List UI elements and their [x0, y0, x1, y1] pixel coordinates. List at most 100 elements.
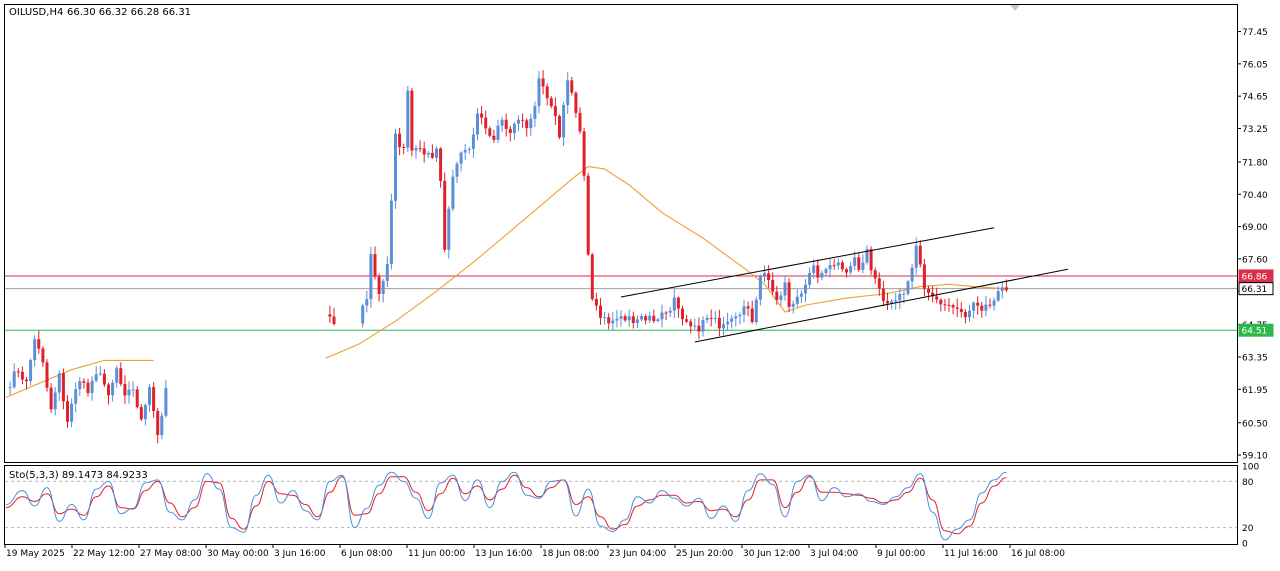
candle[interactable]	[1000, 281, 1004, 299]
candle[interactable]	[500, 116, 504, 132]
candle[interactable]	[824, 267, 828, 277]
candle[interactable]	[463, 144, 467, 160]
candle[interactable]	[750, 300, 754, 324]
candle[interactable]	[78, 376, 82, 397]
candle[interactable]	[37, 330, 41, 354]
candle[interactable]	[94, 365, 98, 383]
candle[interactable]	[82, 378, 86, 389]
candle[interactable]	[984, 295, 988, 317]
candle[interactable]	[33, 335, 37, 367]
trend-channel-line[interactable]	[694, 268, 1068, 343]
candle[interactable]	[881, 281, 885, 307]
candle[interactable]	[143, 403, 147, 426]
candle[interactable]	[693, 318, 697, 330]
candle[interactable]	[722, 316, 725, 336]
candle[interactable]	[361, 303, 365, 328]
candle[interactable]	[951, 303, 955, 315]
candle[interactable]	[41, 346, 45, 367]
candle[interactable]	[160, 412, 164, 440]
candle[interactable]	[791, 300, 795, 314]
candle[interactable]	[373, 246, 377, 280]
candle[interactable]	[549, 95, 553, 109]
candle[interactable]	[418, 140, 422, 153]
candle[interactable]	[996, 286, 1000, 303]
candle[interactable]	[471, 127, 475, 158]
candle[interactable]	[545, 83, 549, 106]
candle[interactable]	[496, 119, 500, 144]
candle[interactable]	[676, 296, 680, 318]
candle[interactable]	[66, 394, 69, 429]
candle[interactable]	[730, 314, 734, 329]
candle[interactable]	[611, 311, 615, 331]
candle[interactable]	[906, 279, 910, 296]
candle[interactable]	[922, 258, 926, 297]
candle[interactable]	[45, 358, 49, 392]
candle[interactable]	[517, 115, 520, 132]
candle[interactable]	[927, 286, 930, 301]
candle[interactable]	[447, 205, 451, 259]
candle[interactable]	[459, 151, 463, 172]
candle[interactable]	[705, 314, 709, 324]
candle[interactable]	[537, 70, 541, 114]
chart-shift-marker-icon[interactable]	[1010, 5, 1020, 11]
candle[interactable]	[648, 311, 652, 324]
candle[interactable]	[738, 312, 742, 325]
candle[interactable]	[689, 319, 693, 334]
candle[interactable]	[111, 379, 115, 402]
candle[interactable]	[594, 292, 598, 311]
candle[interactable]	[758, 274, 762, 306]
candle[interactable]	[12, 363, 16, 389]
candle[interactable]	[873, 267, 877, 285]
candle[interactable]	[783, 275, 787, 301]
candle[interactable]	[29, 358, 33, 386]
candle[interactable]	[369, 246, 373, 308]
candle[interactable]	[914, 237, 918, 275]
candle[interactable]	[435, 146, 438, 163]
candle[interactable]	[976, 296, 980, 315]
candle[interactable]	[492, 129, 496, 143]
candle[interactable]	[734, 312, 738, 327]
candle[interactable]	[701, 316, 705, 337]
candle[interactable]	[918, 240, 922, 268]
candle[interactable]	[406, 85, 410, 152]
candle[interactable]	[107, 382, 110, 405]
candle[interactable]	[709, 309, 713, 327]
candle[interactable]	[508, 125, 512, 142]
candle[interactable]	[148, 384, 151, 413]
candle[interactable]	[804, 279, 807, 303]
trend-channel-line[interactable]	[620, 227, 995, 298]
candle[interactable]	[877, 272, 881, 296]
candle[interactable]	[886, 292, 889, 310]
candle[interactable]	[980, 302, 984, 318]
candle[interactable]	[512, 122, 516, 140]
candle[interactable]	[98, 365, 102, 376]
candle[interactable]	[599, 297, 602, 325]
candle[interactable]	[894, 292, 898, 310]
candle[interactable]	[972, 301, 976, 319]
candle[interactable]	[451, 169, 455, 212]
candle[interactable]	[139, 404, 143, 422]
candle[interactable]	[389, 193, 393, 270]
candle[interactable]	[525, 118, 529, 137]
candle[interactable]	[152, 382, 156, 418]
candle[interactable]	[607, 312, 611, 330]
candle[interactable]	[656, 317, 660, 323]
candle[interactable]	[898, 288, 902, 310]
candle[interactable]	[931, 286, 935, 303]
candle[interactable]	[574, 91, 578, 118]
candle[interactable]	[328, 305, 332, 324]
candle[interactable]	[398, 127, 402, 156]
candle[interactable]	[70, 398, 74, 427]
candle[interactable]	[832, 258, 836, 270]
candle[interactable]	[426, 150, 430, 159]
candle[interactable]	[586, 172, 590, 257]
candle[interactable]	[652, 309, 656, 324]
candle[interactable]	[476, 107, 479, 141]
candle[interactable]	[558, 114, 561, 140]
candle[interactable]	[668, 306, 672, 318]
candle[interactable]	[635, 315, 639, 329]
candle[interactable]	[119, 362, 123, 387]
candle[interactable]	[853, 251, 857, 271]
